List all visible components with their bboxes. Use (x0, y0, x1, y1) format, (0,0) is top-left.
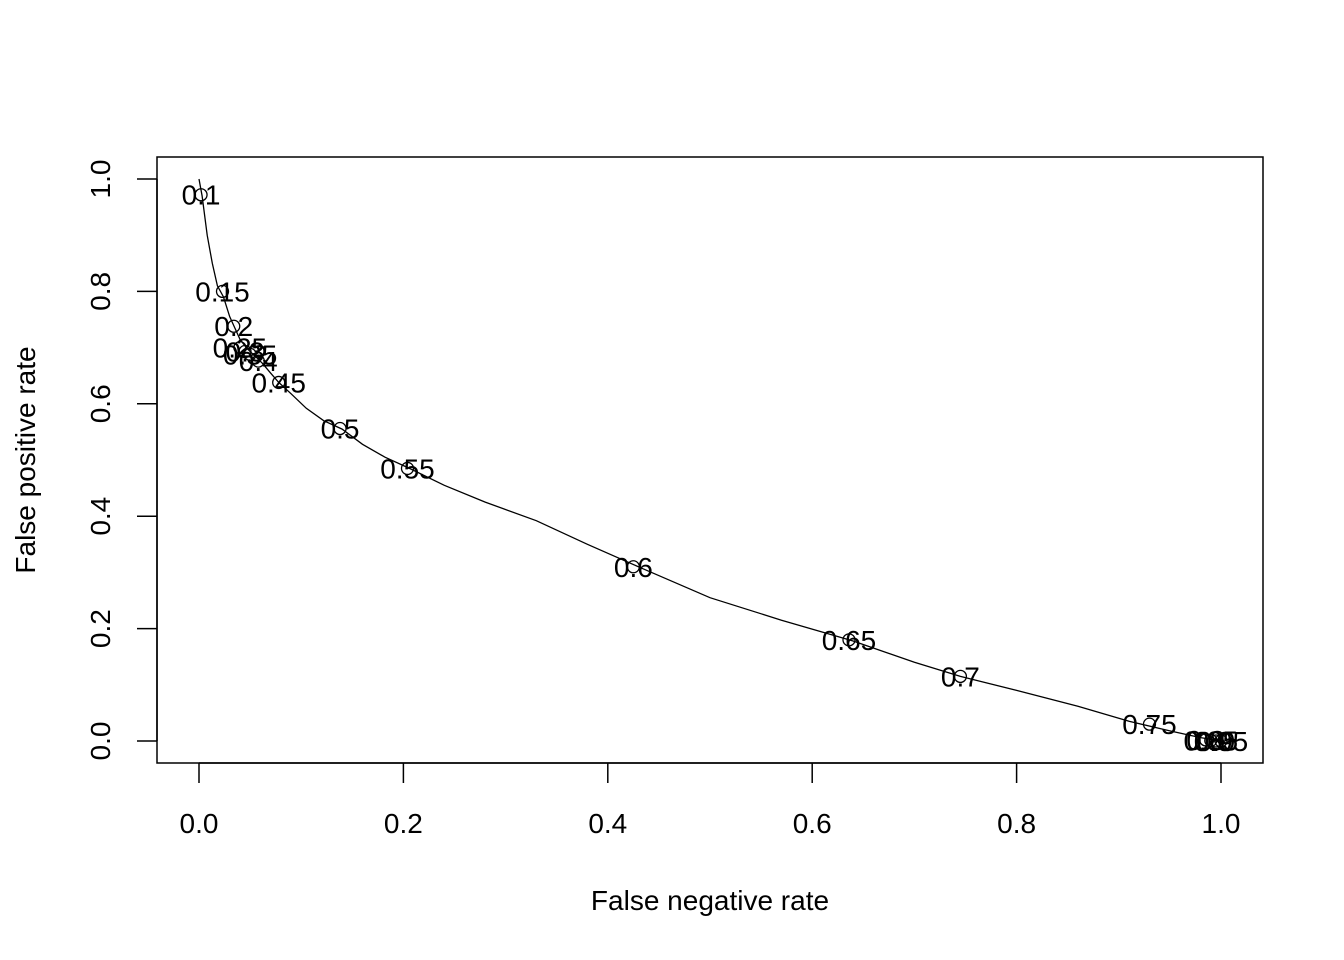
points-layer (194, 188, 1228, 748)
data-point (626, 560, 640, 574)
y-tick-label: 0.0 (85, 722, 116, 761)
data-point (842, 633, 856, 647)
data-point (272, 375, 286, 390)
point-label: 0.7 (941, 661, 980, 692)
x-tick-label: 0.0 (180, 808, 219, 839)
point-label: 0.6 (614, 552, 653, 583)
x-tick-label: 0.4 (588, 808, 627, 839)
point-label: 0.15 (195, 276, 250, 307)
point-label: 0.85 (1184, 725, 1239, 756)
point-label: 0.2 (214, 311, 253, 342)
point-label: 0.9 (1196, 726, 1235, 757)
point-label: 0.5 (321, 414, 360, 445)
data-point (953, 669, 968, 684)
y-tick-label: 0.2 (85, 609, 116, 648)
data-point (227, 319, 241, 333)
point-label: 0.3 (226, 337, 265, 368)
curve-line (198, 178, 1222, 742)
point-label: 0.65 (822, 625, 877, 656)
point-label: 0.8 (1186, 725, 1225, 756)
x-axis: 0.0 0.2 0.4 0.6 0.8 1.0 (180, 762, 1241, 839)
y-tick-label: 0.6 (85, 384, 116, 423)
data-point (400, 461, 415, 476)
y-tick-label: 0.8 (85, 272, 116, 311)
data-point (1209, 734, 1223, 748)
x-tick-label: 0.8 (997, 808, 1036, 839)
data-point (1142, 717, 1157, 731)
x-tick-label: 1.0 (1202, 808, 1241, 839)
y-tick-label: 1.0 (85, 160, 116, 199)
data-point (243, 347, 257, 361)
data-point (194, 188, 208, 202)
data-point (251, 354, 265, 368)
plot-frame (156, 156, 1264, 764)
point-label: 0.4 (239, 346, 278, 377)
point-labels-layer: 0.1 0.15 0.20.250.30.350.40.45 0.5 0.55 0.6 0.… (182, 180, 1249, 757)
point-label: 0.25 (213, 333, 268, 364)
point-label: 0.35 (223, 339, 278, 370)
point-label: 0.75 (1122, 709, 1177, 740)
point-label: 0.55 (380, 453, 435, 484)
x-tick-label: 0.6 (793, 808, 832, 839)
data-point (1214, 734, 1228, 748)
x-tick-label: 0.2 (384, 808, 423, 839)
data-point (1199, 733, 1213, 747)
point-label: 0.1 (182, 180, 221, 211)
y-axis: 0.0 0.2 0.4 0.6 0.8 1.0 (85, 160, 158, 761)
y-axis-title: False positive rate (10, 346, 41, 573)
data-point (333, 421, 347, 436)
data-point (1204, 733, 1218, 748)
y-tick-label: 0.4 (85, 497, 116, 536)
x-axis-title: False negative rate (591, 885, 829, 916)
data-point (215, 284, 230, 299)
point-label: 0.95 (1194, 726, 1249, 757)
point-label: 0.45 (251, 367, 306, 398)
